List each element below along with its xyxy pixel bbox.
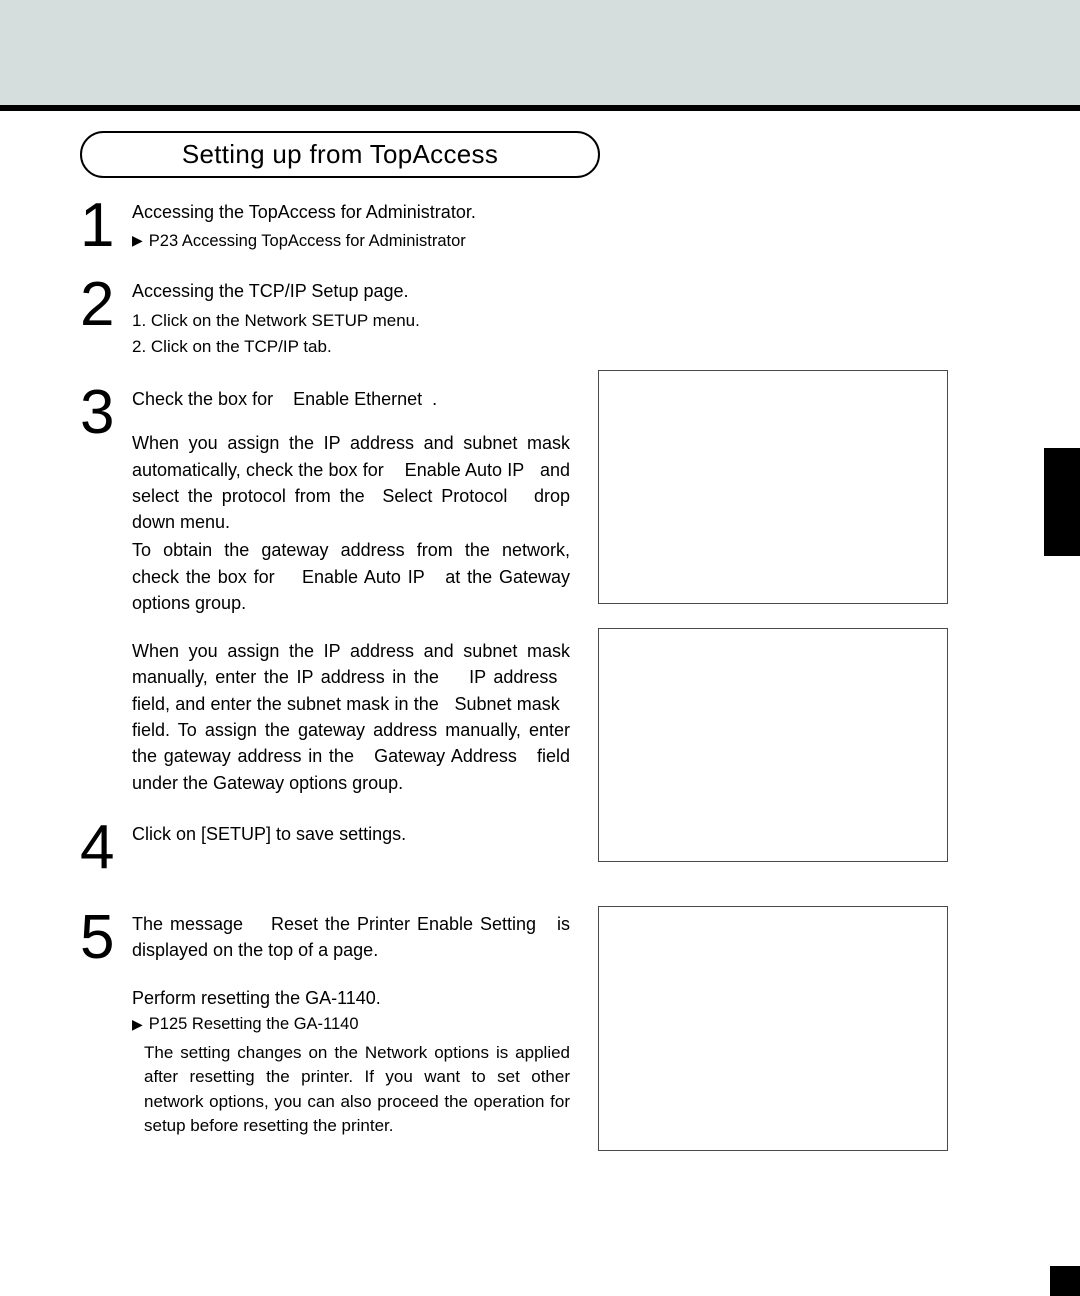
step-body: Check the box for Enable Ethernet . When… [132, 387, 570, 796]
two-column-layout: 1 Accessing the TopAccess for Administra… [80, 200, 1000, 1165]
cross-reference: ▶ P23 Accessing TopAccess for Administra… [132, 230, 570, 253]
step-heading: Check the box for Enable Ethernet . [132, 387, 570, 413]
screenshot-placeholder-1 [598, 370, 948, 604]
step-heading: Accessing the TopAccess for Administrato… [132, 200, 570, 226]
step-number: 1 [80, 200, 132, 253]
step-2: 2 Accessing the TCP/IP Setup page. 1. Cl… [80, 279, 570, 361]
step-4: 4 Click on [SETUP] to save settings. [80, 822, 570, 875]
reference-text: P23 Accessing TopAccess for Administrato… [149, 230, 466, 253]
page-corner-marker [1050, 1266, 1080, 1296]
sub-step: 2. Click on the TCP/IP tab. [132, 335, 570, 359]
paragraph: To obtain the gateway address from the n… [132, 537, 570, 616]
step-number: 2 [80, 279, 132, 332]
paragraph: When you assign the IP address and subne… [132, 430, 570, 535]
section-title: Setting up from TopAccess [80, 131, 600, 178]
step-body: The message Reset the Printer Enable Set… [132, 912, 570, 1139]
header-band [0, 0, 1080, 111]
step-body: Click on [SETUP] to save settings. [132, 822, 570, 852]
arrow-icon: ▶ [132, 1015, 143, 1035]
step-heading: Click on [SETUP] to save settings. [132, 822, 570, 848]
page-content: Setting up from TopAccess 1 Accessing th… [0, 111, 1080, 1165]
section-title-wrap: Setting up from TopAccess [80, 131, 1000, 178]
screenshot-column [598, 200, 948, 1151]
step-body: Accessing the TopAccess for Administrato… [132, 200, 570, 253]
screenshot-placeholder-2 [598, 628, 948, 862]
sub-steps: 1. Click on the Network SETUP menu. 2. C… [132, 309, 570, 359]
side-tab-marker [1044, 448, 1080, 556]
sub-step: 1. Click on the Network SETUP menu. [132, 309, 570, 333]
step-5: 5 The message Reset the Printer Enable S… [80, 912, 570, 1139]
paragraph: When you assign the IP address and subne… [132, 638, 570, 796]
sub-heading: Perform resetting the GA-1140. [132, 986, 570, 1012]
step-number: 5 [80, 912, 132, 965]
step-number: 4 [80, 822, 132, 875]
steps-column: 1 Accessing the TopAccess for Administra… [80, 200, 570, 1165]
step-heading: Accessing the TCP/IP Setup page. [132, 279, 570, 305]
cross-reference: ▶ P125 Resetting the GA-1140 [132, 1013, 570, 1036]
step-heading: The message Reset the Printer Enable Set… [132, 912, 570, 963]
step-body: Accessing the TCP/IP Setup page. 1. Clic… [132, 279, 570, 361]
arrow-icon: ▶ [132, 231, 143, 251]
reference-text: P125 Resetting the GA-1140 [149, 1013, 359, 1036]
screenshot-placeholder-3 [598, 906, 948, 1151]
step-1: 1 Accessing the TopAccess for Administra… [80, 200, 570, 253]
step-number: 3 [80, 387, 132, 440]
note-paragraph: The setting changes on the Network optio… [144, 1041, 570, 1140]
step-3: 3 Check the box for Enable Ethernet . Wh… [80, 387, 570, 796]
